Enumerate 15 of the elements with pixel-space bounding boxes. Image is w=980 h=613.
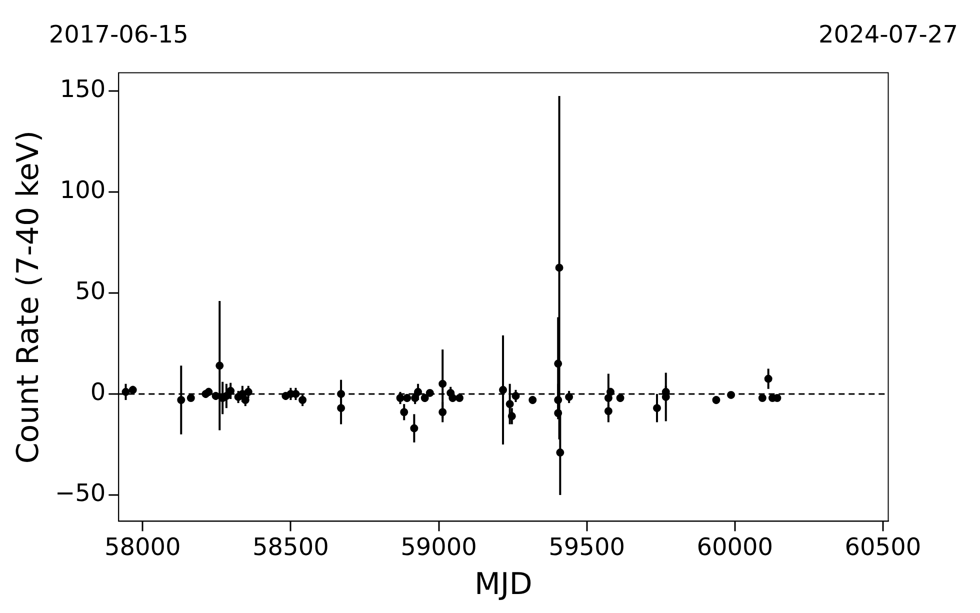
x-tick-label: 58500 bbox=[252, 532, 329, 561]
y-tick-label: 0 bbox=[90, 378, 106, 406]
x2-tick-label: 2017-06-15 bbox=[48, 20, 188, 49]
x-tick-label: 60000 bbox=[696, 532, 774, 561]
x-tick-label: 59500 bbox=[548, 532, 625, 561]
x-axis-title: MJD bbox=[474, 566, 532, 602]
y-axis-title: Count Rate (7-40 keV) bbox=[10, 130, 46, 464]
y-tick-label: 100 bbox=[60, 176, 106, 204]
y-tick-label: 150 bbox=[60, 75, 106, 104]
x2-tick-label: 2024-07-27 bbox=[818, 20, 958, 49]
x-tick-label: 58000 bbox=[104, 532, 181, 561]
x-tick-label: 60500 bbox=[844, 532, 922, 561]
x-tick-label: 59000 bbox=[400, 532, 477, 561]
y-tick-label: 50 bbox=[75, 277, 106, 306]
y-tick-label: −50 bbox=[54, 479, 106, 508]
